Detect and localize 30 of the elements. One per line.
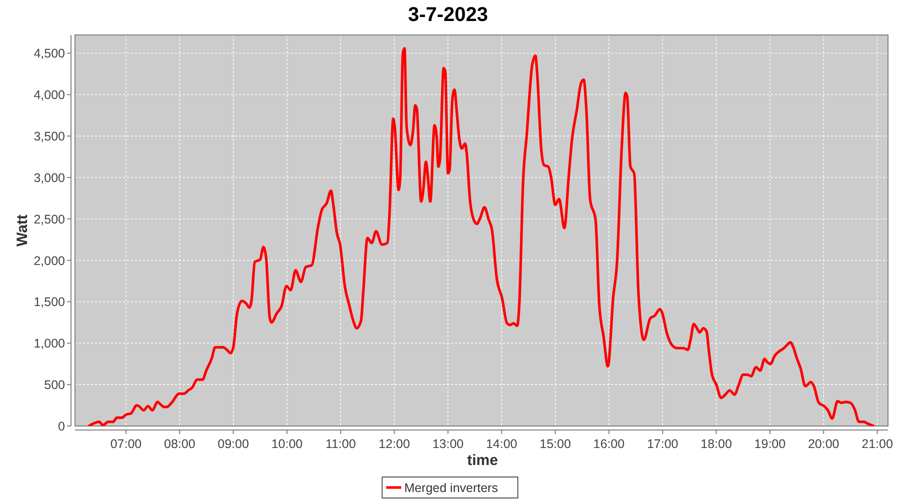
x-tick-label: 11:00 [325,437,356,451]
y-tick-label: 4,000 [34,88,66,102]
x-tick-label: 21:00 [862,437,893,451]
x-axis-title: time [467,452,498,469]
y-tick-label: 0 [58,420,66,434]
x-tick-label: 10:00 [271,437,303,451]
legend-label: Merged inverters [404,481,498,495]
y-tick-label: 500 [44,378,66,392]
x-tick-label: 19:00 [754,437,786,451]
y-tick-label: 3,000 [34,170,66,185]
chart-title: 3-7-2023 [408,4,488,26]
x-tick-label: 09:00 [218,437,249,451]
x-tick-label: 17:00 [646,437,678,451]
line-series [88,46,875,426]
y-axis-title: Watt [14,214,31,246]
y-tick-label: 3,500 [34,130,66,144]
y-tick-label: 2,500 [34,212,66,226]
x-tick-label: 16:00 [593,437,625,451]
x-tick-label: 15:00 [540,437,571,451]
x-tick-label: 18:00 [700,437,732,451]
x-tick-label: 20:00 [808,437,840,451]
y-tick-label: 2,000 [34,254,66,268]
x-tick-label: 12:00 [378,437,410,451]
x-tick-label: 08:00 [164,437,196,451]
y-tick-label: 1,500 [34,295,66,310]
y-tick-label: 1,000 [34,336,66,351]
y-tick-label: 4,500 [34,46,66,61]
x-tick-label: 07:00 [110,437,142,451]
x-tick-label: 13:00 [432,437,464,451]
x-tick-label: 14:00 [486,437,518,451]
